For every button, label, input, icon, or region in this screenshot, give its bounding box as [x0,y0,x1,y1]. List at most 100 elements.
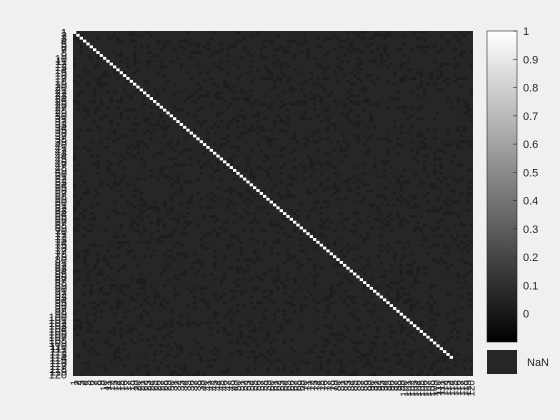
heatmap-cell [96,258,100,262]
heatmap-cell [343,54,347,57]
heatmap-cell [113,180,117,184]
diagonal-cell [333,255,337,259]
heatmap-cell [226,243,230,247]
heatmap-cell [293,212,297,216]
heatmap-cell [156,91,160,95]
y-tick-label: 29 [55,108,67,120]
heatmap-cell [366,151,370,155]
heatmap-cell [176,56,180,60]
x-tick-label: 54 [246,380,257,392]
heatmap-cell [179,189,183,193]
heatmap-cell [229,146,233,149]
y-tick-label: 31 [55,114,67,126]
heatmap-cell [459,295,463,299]
heatmap-cell [343,226,347,230]
heatmap-cell [163,335,167,339]
heatmap-cell [389,370,393,374]
heatmap-cell [139,217,143,221]
heatmap-cell [126,56,130,60]
heatmap-cell [343,134,347,138]
y-tick-label: 120 [49,370,67,382]
heatmap-cell [406,240,410,244]
heatmap-cell [126,309,130,313]
heatmap-cell [156,71,160,75]
heatmap-cell [129,108,133,112]
heatmap-cell [76,163,80,167]
heatmap-cell [203,286,207,290]
heatmap-cell [106,169,110,172]
heatmap-cell [383,36,387,40]
diagonal-cell [359,278,363,282]
heatmap-cell [239,39,243,43]
heatmap-cell [233,154,237,158]
heatmap-cell [369,309,373,313]
x-tick-label: 1 [70,380,81,386]
heatmap-cell [123,108,127,112]
heatmap-cell [266,370,270,374]
y-tick-label: 61 [55,200,67,212]
heatmap-cell [213,131,217,135]
heatmap-cell [219,143,223,147]
heatmap-cell [396,97,400,101]
heatmap-cell [413,171,417,175]
heatmap-cell [386,31,390,34]
heatmap-cell [363,272,367,276]
heatmap-cell [413,206,417,210]
heatmap-cell [156,292,160,296]
heatmap-cell [359,51,363,55]
heatmap-cell [113,183,117,187]
heatmap-cell [73,186,77,190]
x-tick-label: 116 [453,380,464,396]
heatmap-cell [349,312,353,316]
heatmap-cell [169,249,173,253]
heatmap-cell [286,77,290,80]
heatmap-cell [399,77,403,80]
heatmap-cell [213,220,217,224]
heatmap-cell [293,289,297,293]
heatmap-cell [466,249,470,253]
heatmap-cell [413,281,417,285]
heatmap-cell [346,59,350,63]
heatmap-cell [289,338,293,342]
heatmap-cell [203,275,207,279]
heatmap-cell [213,62,217,66]
heatmap-cell [103,255,107,259]
heatmap-cell [293,194,297,198]
heatmap-cell [156,177,160,181]
heatmap-cell [469,358,473,362]
heatmap-cell [246,370,250,374]
heatmap-cell [309,134,313,138]
heatmap-cell [109,284,113,287]
heatmap-cell [73,269,77,273]
heatmap-cell [159,48,163,52]
x-tick-label: 46 [220,380,231,392]
heatmap-cell [253,338,257,342]
heatmap-cell [129,338,133,342]
x-tick-label: 44 [213,380,224,392]
heatmap-cell [276,252,280,256]
heatmap-cell [179,367,183,371]
heatmap-cell [359,88,363,92]
heatmap-cell [149,174,153,178]
heatmap-cell [263,56,267,60]
heatmap-cell [429,186,433,190]
heatmap-cell [73,240,77,244]
heatmap-cell [169,217,173,221]
x-tick-label: 48 [226,380,237,392]
heatmap-cell [199,88,203,92]
heatmap-cell [233,117,237,121]
heatmap-cell [229,353,233,356]
heatmap-cell [339,146,343,149]
diagonal-cell [433,341,437,345]
heatmap-cell [96,364,100,368]
diagonal-cell [423,332,427,336]
heatmap-cell [236,146,240,149]
heatmap-cell [439,33,443,37]
diagonal-cell [196,137,200,141]
heatmap-cell [233,281,237,285]
heatmap-cell [263,338,267,342]
heatmap-cell [399,324,403,328]
heatmap-cell [399,125,403,129]
heatmap-cell [93,111,97,115]
heatmap-cell [279,79,283,83]
